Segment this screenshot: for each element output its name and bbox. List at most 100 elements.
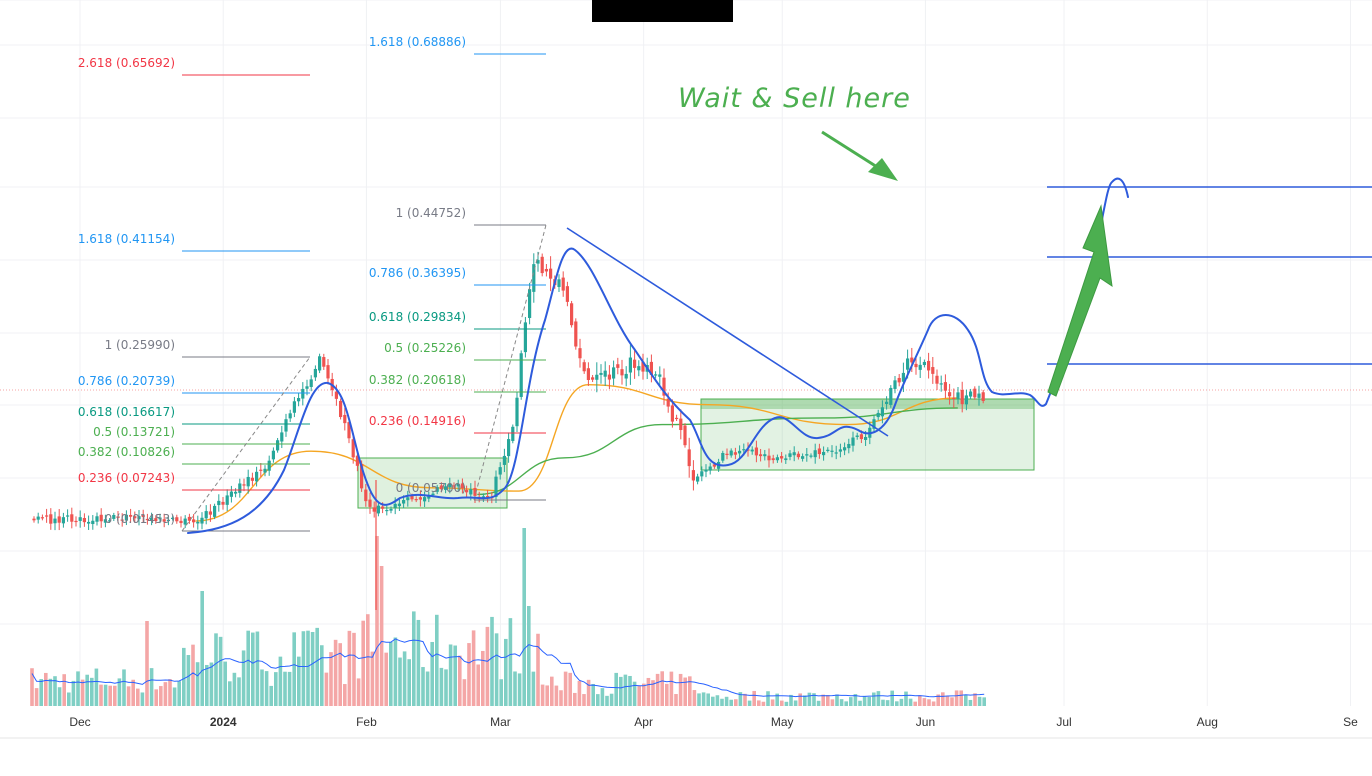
volume-bar [407,659,411,706]
candle-body [40,517,44,519]
candle-body [351,439,355,458]
candle-body [817,448,821,455]
candle-body [775,457,779,461]
candle-body [952,397,956,399]
volume-bar [499,679,503,706]
volume-bar [517,673,522,706]
volume-bar [467,643,471,706]
candle-body [389,509,393,511]
candle-body [549,268,553,279]
volume-bar [761,701,766,706]
volume-bar [752,690,756,706]
volume-bar [918,695,922,706]
candle-body [427,495,431,499]
volume-bar [614,672,618,706]
volume-bar [356,678,361,706]
fib-level-label: 1 (0.25990) [105,338,175,352]
volume-bar [113,685,117,706]
volume-bar [67,692,71,706]
volume-bar [186,655,191,706]
candle-body [120,519,124,521]
volume-bar [44,672,48,706]
fib-level-label: 0.236 (0.14916) [369,414,466,428]
candle-body [448,483,452,488]
volume-bar [674,694,678,706]
candle-body [910,357,914,363]
candle-body [288,413,292,419]
volume-bar [504,638,508,706]
volume-bar [844,701,848,706]
volume-bar [577,680,582,706]
volume-bar [545,685,549,706]
support-zone-2 [700,398,1035,471]
annotation-layer: Wait & Sell here [678,83,910,114]
time-axis-tick: Aug [1197,715,1218,729]
volume-bar [757,700,761,706]
candle-body [234,491,238,494]
candle-body [729,450,733,456]
candle-body [511,426,515,441]
volume-bar [366,614,370,706]
volume-bar [310,631,315,706]
volume-bar [278,656,283,706]
candle-body [599,372,603,375]
volume-bar [950,697,954,706]
candle-body [309,379,313,387]
candle-body [515,397,519,427]
candle-body [528,289,532,318]
candle-body [305,386,309,389]
candle-body [292,401,296,413]
volume-bar [347,630,352,706]
fib-level-label: 0.618 (0.29834) [369,310,466,324]
volume-bar [444,669,448,706]
candle-body [813,450,817,458]
candle-body [91,520,95,525]
volume-bar [99,684,103,706]
volume-bar [582,694,586,706]
volume-bar [384,652,388,706]
volume-bar [131,679,135,706]
volume-bar [798,693,802,706]
volume-bar [108,685,112,706]
candle-body [124,514,128,521]
candle-body [578,348,582,359]
volume-bar [605,695,609,706]
moving-average-line-2 [477,407,958,496]
candle-body [204,511,208,519]
volume-bar [982,697,986,706]
candle-body [679,418,683,431]
time-axis-tick: Apr [634,715,653,729]
volume-bar [195,662,200,706]
volume-bar [867,696,871,706]
candle-body [864,436,868,440]
candle-body [670,405,674,422]
candle-body [343,414,347,424]
candle-body [897,377,901,383]
candle-body [465,489,469,493]
volume-bar [471,630,476,706]
volume-bar [283,671,287,706]
candle-body [788,453,792,457]
volume-bar [292,632,296,706]
candle-body [397,503,401,507]
volume-bar [789,694,793,706]
volume-bar [724,696,729,706]
volume-bar [421,667,425,706]
volume-bar [435,614,439,706]
volume-bar [876,691,881,706]
candle-body [754,447,758,456]
candle-body [267,460,271,471]
volume-bar [586,679,591,706]
candle-body [498,467,502,475]
volume-bar [550,676,554,706]
candle-body [901,372,905,382]
candle-body [872,419,876,429]
candle-body [633,359,637,368]
volume-bar [913,701,917,706]
candle-body [145,518,149,521]
volume-bar [476,664,480,706]
candle-body [263,468,267,473]
trend-line [566,227,889,437]
candle-body [297,398,301,402]
